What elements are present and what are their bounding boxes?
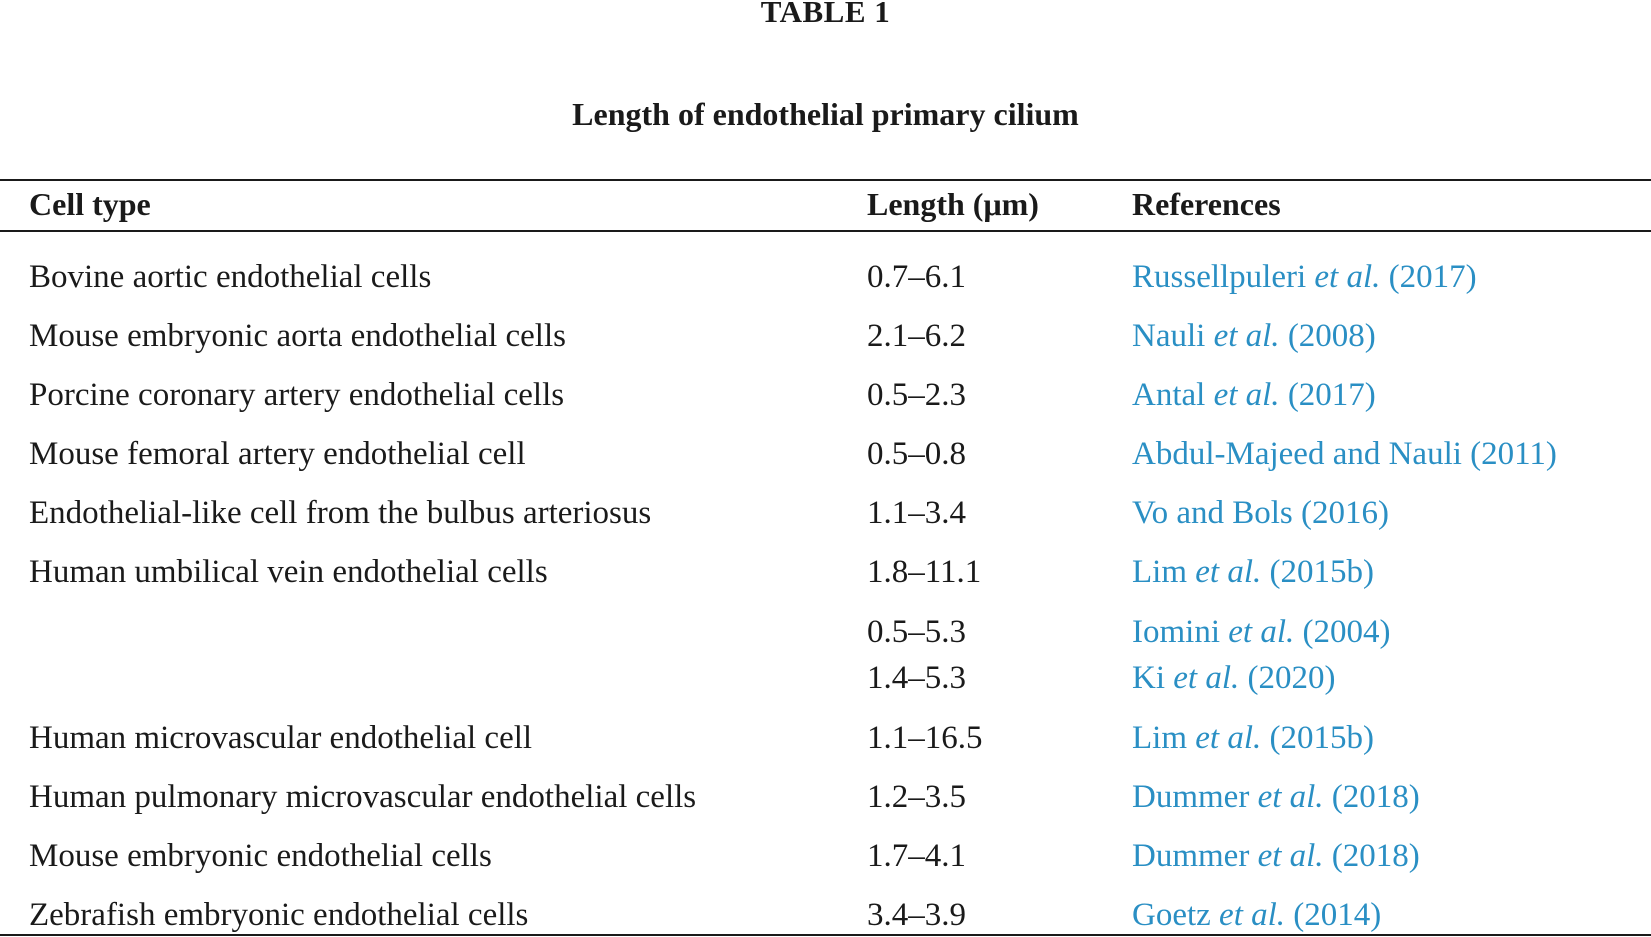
table-row: Mouse embryonic aorta endothelial cells … bbox=[0, 318, 1651, 358]
reference-author: Dummer bbox=[1132, 779, 1258, 815]
table-row: 1.4–5.3 Ki et al. (2020) bbox=[0, 660, 1651, 700]
reference-etal: et al. bbox=[1213, 318, 1280, 354]
reference-year: (2015b) bbox=[1261, 554, 1374, 590]
reference-link[interactable]: Ki et al. (2020) bbox=[1132, 660, 1335, 697]
reference-author: Dummer bbox=[1132, 838, 1258, 874]
reference-year: (2017) bbox=[1380, 259, 1477, 295]
reference-author: Nauli bbox=[1132, 318, 1214, 354]
header-length: Length (μm) bbox=[867, 186, 1039, 222]
table-label: TABLE 1 bbox=[760, 0, 891, 29]
cell-length: 2.1–6.2 bbox=[867, 318, 966, 354]
reference-link[interactable]: Lim et al. (2015b) bbox=[1132, 720, 1374, 757]
reference-etal: et al. bbox=[1173, 660, 1240, 696]
header-cell-type: Cell type bbox=[29, 186, 151, 222]
reference-author: Abdul-Majeed and Nauli (2011) bbox=[1132, 436, 1557, 472]
cell-type: Mouse embryonic aorta endothelial cells bbox=[29, 318, 566, 354]
reference-year: (2014) bbox=[1285, 897, 1382, 933]
cell-length: 3.4–3.9 bbox=[867, 897, 966, 933]
cell-length: 1.2–3.5 bbox=[867, 779, 966, 815]
cell-length: 0.5–2.3 bbox=[867, 377, 966, 413]
reference-etal: et al. bbox=[1213, 377, 1280, 413]
table-row: Mouse embryonic endothelial cells 1.7–4.… bbox=[0, 838, 1651, 878]
table-top-rule bbox=[0, 179, 1651, 181]
reference-link[interactable]: Iomini et al. (2004) bbox=[1132, 614, 1390, 651]
reference-author: Goetz bbox=[1132, 897, 1220, 933]
cell-type: Porcine coronary artery endothelial cell… bbox=[29, 377, 565, 413]
table-title: Length of endothelial primary cilium bbox=[572, 96, 1079, 132]
cell-type: Bovine aortic endothelial cells bbox=[29, 259, 432, 295]
reference-author: Lim bbox=[1132, 720, 1196, 756]
reference-year: (2020) bbox=[1239, 660, 1336, 696]
reference-link[interactable]: Antal et al. (2017) bbox=[1132, 377, 1376, 414]
cell-length: 0.7–6.1 bbox=[867, 259, 966, 295]
reference-year: (2018) bbox=[1323, 779, 1420, 815]
cell-length: 1.1–3.4 bbox=[867, 495, 966, 531]
cell-type: Endothelial-like cell from the bulbus ar… bbox=[29, 495, 652, 531]
reference-author: Ki bbox=[1132, 660, 1174, 696]
table-row: 0.5–5.3 Iomini et al. (2004) bbox=[0, 614, 1651, 654]
cell-type: Human microvascular endothelial cell bbox=[29, 720, 533, 756]
reference-etal: et al. bbox=[1195, 554, 1262, 590]
cell-type: Zebrafish embryonic endothelial cells bbox=[29, 897, 529, 933]
table-bottom-rule bbox=[0, 934, 1651, 936]
table-row: Porcine coronary artery endothelial cell… bbox=[0, 377, 1651, 417]
reference-year: (2017) bbox=[1279, 377, 1376, 413]
reference-link[interactable]: Abdul-Majeed and Nauli (2011) bbox=[1132, 436, 1557, 473]
table-row: Mouse femoral artery endothelial cell 0.… bbox=[0, 436, 1651, 476]
reference-etal: et al. bbox=[1195, 720, 1262, 756]
reference-author: Iomini bbox=[1132, 614, 1229, 650]
reference-link[interactable]: Vo and Bols (2016) bbox=[1132, 495, 1389, 532]
reference-author: Russellpuleri bbox=[1132, 259, 1315, 295]
cell-type: Mouse femoral artery endothelial cell bbox=[29, 436, 526, 472]
reference-link[interactable]: Lim et al. (2015b) bbox=[1132, 554, 1374, 591]
table-row: Human microvascular endothelial cell 1.1… bbox=[0, 720, 1651, 760]
cell-length: 1.4–5.3 bbox=[867, 660, 966, 696]
reference-etal: et al. bbox=[1228, 614, 1295, 650]
reference-etal: et al. bbox=[1314, 259, 1381, 295]
reference-link[interactable]: Russellpuleri et al. (2017) bbox=[1132, 259, 1477, 296]
reference-author: Antal bbox=[1132, 377, 1214, 413]
cell-type: Mouse embryonic endothelial cells bbox=[29, 838, 492, 874]
cell-length: 0.5–5.3 bbox=[867, 614, 966, 650]
table-row: Human pulmonary microvascular endothelia… bbox=[0, 779, 1651, 819]
table-header-rule bbox=[0, 230, 1651, 232]
cell-type: Human umbilical vein endothelial cells bbox=[29, 554, 548, 590]
reference-year: (2015b) bbox=[1261, 720, 1374, 756]
header-references: References bbox=[1132, 186, 1281, 222]
reference-author: Vo and Bols (2016) bbox=[1132, 495, 1389, 531]
table-row: Endothelial-like cell from the bulbus ar… bbox=[0, 495, 1651, 535]
reference-etal: et al. bbox=[1219, 897, 1286, 933]
table-row: Zebrafish embryonic endothelial cells 3.… bbox=[0, 897, 1651, 937]
cell-length: 1.8–11.1 bbox=[867, 554, 982, 590]
reference-link[interactable]: Nauli et al. (2008) bbox=[1132, 318, 1376, 355]
reference-author: Lim bbox=[1132, 554, 1196, 590]
reference-year: (2008) bbox=[1279, 318, 1376, 354]
reference-year: (2018) bbox=[1323, 838, 1420, 874]
cell-length: 1.7–4.1 bbox=[867, 838, 966, 874]
cell-length: 1.1–16.5 bbox=[867, 720, 983, 756]
reference-etal: et al. bbox=[1257, 838, 1324, 874]
reference-link[interactable]: Dummer et al. (2018) bbox=[1132, 779, 1420, 816]
cell-type: Human pulmonary microvascular endothelia… bbox=[29, 779, 697, 815]
reference-year: (2004) bbox=[1294, 614, 1391, 650]
table-row: Human umbilical vein endothelial cells 1… bbox=[0, 554, 1651, 594]
reference-link[interactable]: Dummer et al. (2018) bbox=[1132, 838, 1420, 875]
reference-link[interactable]: Goetz et al. (2014) bbox=[1132, 897, 1381, 934]
reference-etal: et al. bbox=[1257, 779, 1324, 815]
cell-length: 0.5–0.8 bbox=[867, 436, 966, 472]
table-row: Bovine aortic endothelial cells 0.7–6.1 … bbox=[0, 259, 1651, 299]
